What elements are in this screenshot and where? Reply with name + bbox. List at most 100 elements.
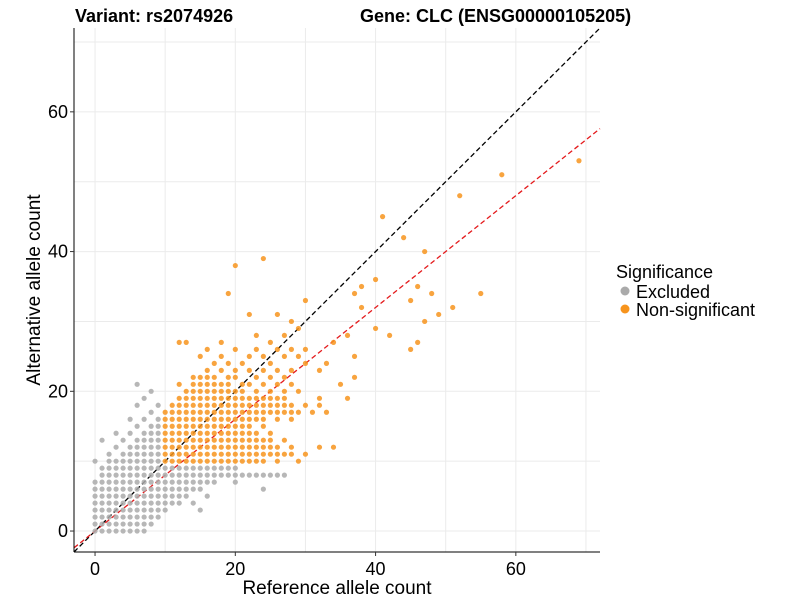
point-excluded [155,402,161,408]
point-non-significant [260,367,266,373]
point-excluded [134,507,140,513]
point-excluded [120,479,126,485]
point-non-significant [190,444,196,450]
point-excluded [260,486,266,492]
point-non-significant [197,353,203,359]
point-non-significant [225,444,231,450]
point-non-significant [576,158,582,164]
point-excluded [190,500,196,506]
point-excluded [148,493,154,499]
reference-line-identity [73,27,601,553]
point-excluded [106,528,112,534]
point-non-significant [351,290,358,297]
point-non-significant [204,367,210,373]
point-non-significant [246,402,252,408]
point-non-significant [197,409,203,415]
point-excluded [99,528,105,534]
point-excluded [148,451,154,457]
point-excluded [232,465,238,471]
x-tick-label: 20 [225,559,245,579]
point-non-significant [204,346,210,352]
point-non-significant [162,437,168,443]
point-non-significant [225,416,231,422]
point-excluded [169,472,175,478]
point-excluded [99,493,105,499]
point-non-significant [211,409,217,415]
x-tick-label: 40 [366,559,386,579]
point-excluded [225,465,231,471]
point-excluded [134,528,140,534]
point-non-significant [225,360,231,366]
point-non-significant [218,395,224,401]
point-non-significant [253,444,259,450]
point-excluded [134,423,140,429]
point-non-significant [204,381,210,387]
point-non-significant [239,416,245,422]
point-non-significant [337,381,344,387]
point-non-significant [253,409,259,415]
point-excluded [162,507,168,513]
point-excluded [113,444,119,450]
point-non-significant [190,458,196,464]
point-non-significant [162,444,168,450]
point-non-significant [260,395,266,401]
point-non-significant [197,423,203,429]
point-non-significant [197,374,203,380]
point-non-significant [246,311,252,318]
point-excluded [134,521,140,527]
point-non-significant [253,430,259,436]
point-excluded [106,479,112,485]
point-non-significant [218,381,224,387]
point-excluded [99,514,105,520]
point-excluded [148,514,154,520]
point-excluded [204,465,210,471]
point-non-significant [211,458,217,464]
point-excluded [169,465,175,471]
point-excluded [106,486,112,492]
point-excluded [141,528,147,534]
point-non-significant [183,437,189,443]
point-excluded [155,430,161,436]
point-non-significant [225,388,231,394]
point-non-significant [267,360,273,366]
point-non-significant [302,297,309,304]
point-non-significant [330,444,337,450]
point-non-significant [218,353,224,359]
point-non-significant [232,367,238,373]
point-excluded [148,479,154,485]
point-non-significant [379,214,386,220]
point-non-significant [225,374,231,380]
point-non-significant [253,451,259,457]
point-non-significant [204,430,210,436]
point-non-significant [358,283,365,290]
point-non-significant [232,437,238,443]
point-non-significant [253,388,259,394]
point-non-significant [176,423,182,429]
point-non-significant [169,444,175,450]
point-excluded [141,395,147,401]
point-non-significant [415,339,421,345]
point-excluded [106,458,112,464]
point-excluded [155,514,161,520]
point-non-significant [344,332,351,339]
point-excluded [155,437,161,443]
point-non-significant [232,458,238,464]
point-non-significant [211,374,217,380]
point-excluded [141,416,147,422]
point-non-significant [211,437,217,443]
point-non-significant [288,444,295,450]
point-non-significant [316,444,323,450]
x-tick-label: 60 [506,559,526,579]
point-excluded [141,465,147,471]
point-non-significant [190,395,196,401]
point-non-significant [295,458,302,464]
point-non-significant [260,444,266,450]
point-non-significant [225,437,231,443]
point-excluded [148,465,154,471]
point-excluded [155,486,161,492]
point-non-significant [211,430,217,436]
point-excluded [106,514,112,520]
point-non-significant [225,458,231,464]
legend-label-non-significant: Non-significant [636,300,755,320]
point-non-significant [281,388,287,394]
